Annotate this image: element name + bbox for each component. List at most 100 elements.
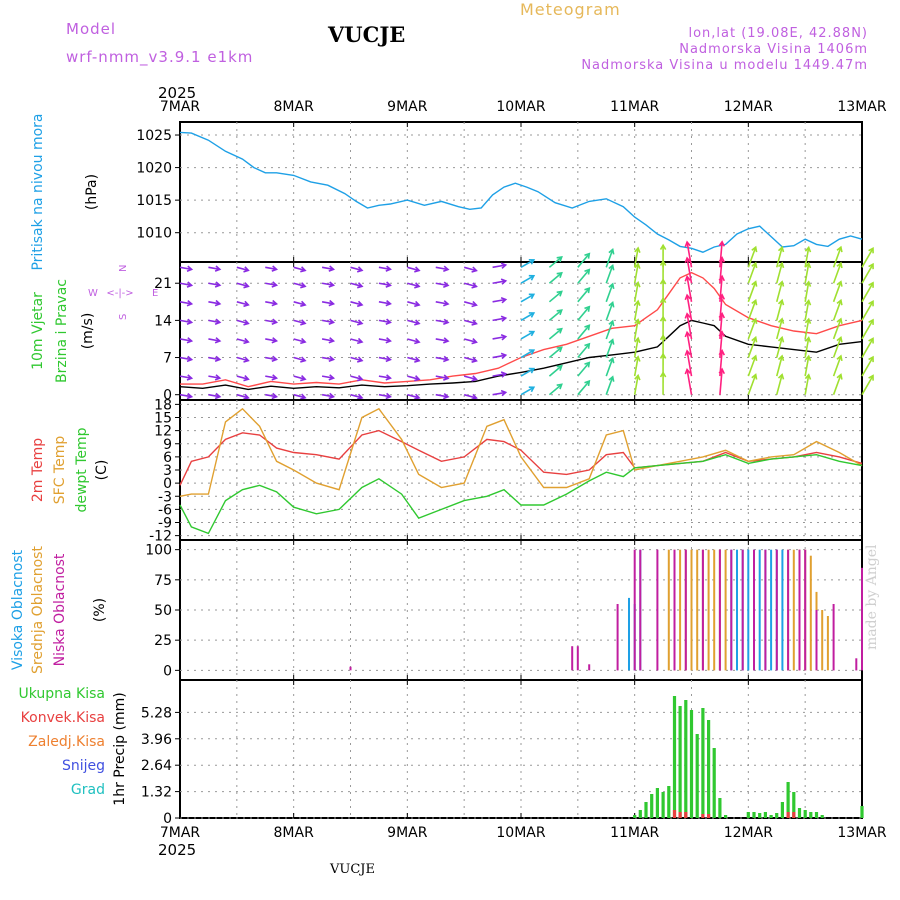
wind-arrow xyxy=(236,266,249,272)
bar-srednja-oblacnost xyxy=(809,555,812,671)
wind-arrow xyxy=(265,301,277,305)
bar-ukupna-kisa xyxy=(633,815,637,818)
bar-ukupna-kisa xyxy=(820,815,824,818)
wind-arrow-head xyxy=(751,317,758,324)
bar-visoka-oblacnost xyxy=(758,549,761,671)
wind-arrow xyxy=(208,266,220,271)
bar-ukupna-kisa xyxy=(695,734,699,818)
wind-arrow-head xyxy=(186,392,194,400)
wind-arrow-head xyxy=(385,392,392,400)
bar-niska-oblacnost xyxy=(787,549,790,671)
wind-arrow xyxy=(208,301,220,305)
wind-arrow-head xyxy=(356,375,364,382)
wind-arrow-head xyxy=(471,338,478,345)
wind-arrow-head xyxy=(751,245,758,253)
wind-arrow xyxy=(293,338,306,343)
compass-west: W xyxy=(88,288,98,299)
wind-arrow-head xyxy=(584,342,591,349)
wind-arrow-head xyxy=(471,300,478,308)
wind-arrow-head xyxy=(414,375,421,382)
wind-arrow xyxy=(492,354,506,359)
wind-arrow xyxy=(321,356,334,361)
wind-arrow xyxy=(861,300,874,321)
year-label-top: 2025 xyxy=(158,84,196,102)
wind-arrow xyxy=(747,374,757,395)
model-version: wrf-nmm_v3.9.1 e1km xyxy=(66,48,254,66)
wind-arrow-head xyxy=(471,356,478,363)
wind-arrow xyxy=(605,265,614,284)
bar-ukupna-kisa xyxy=(712,748,716,818)
wind-arrow-head xyxy=(471,375,478,382)
wind-arrow-head xyxy=(608,263,615,271)
wind-arrow xyxy=(208,282,220,286)
wind-arrow xyxy=(804,263,810,284)
wind-arrow xyxy=(236,301,249,306)
wind-arrow xyxy=(686,257,693,284)
wind-arrow-head xyxy=(356,300,364,308)
panel-ylabel: (%) xyxy=(92,598,108,622)
wind-arrow-head xyxy=(868,299,874,307)
wind-arrow-head xyxy=(328,374,336,381)
wind-arrow xyxy=(686,276,693,302)
wind-arrow xyxy=(804,318,810,340)
wind-arrow xyxy=(407,375,420,381)
wind-arrow-head xyxy=(414,319,421,326)
wind-arrow-head xyxy=(528,349,536,355)
compass-arrows: <-|-> xyxy=(106,288,133,299)
station-title: VUCJE xyxy=(328,22,406,47)
wind-arrow-head xyxy=(751,373,758,380)
wind-arrow-head xyxy=(836,298,843,306)
wind-arrow xyxy=(747,262,757,284)
wind-arrow xyxy=(605,339,614,358)
wind-arrow-head xyxy=(868,281,874,288)
wind-arrow xyxy=(321,282,334,286)
wind-arrow-head xyxy=(328,337,336,344)
wind-arrow xyxy=(861,319,874,340)
wind-arrow xyxy=(804,356,810,377)
wind-arrow-head xyxy=(751,335,758,343)
wind-arrow-head xyxy=(356,393,364,400)
wind-arrow-head xyxy=(443,337,450,344)
wind-arrow xyxy=(775,262,783,284)
wind-arrow-head xyxy=(608,248,615,255)
wind-arrow xyxy=(832,337,842,358)
bar-niska-oblacnost xyxy=(684,549,687,671)
wind-arrow-head xyxy=(684,330,691,338)
wind-arrow xyxy=(747,355,757,377)
wind-arrow-head xyxy=(214,281,222,288)
y-tick-label: 0 xyxy=(163,663,172,679)
bar-srednja-oblacnost xyxy=(792,549,795,671)
wind-arrow xyxy=(492,298,506,303)
wind-arrow xyxy=(179,356,192,361)
wind-arrow xyxy=(321,375,334,379)
wind-arrow xyxy=(605,358,614,377)
bar-niska-oblacnost xyxy=(753,549,755,671)
bar-konvek-kisa xyxy=(707,814,711,818)
wind-arrow xyxy=(686,313,693,340)
wind-arrow xyxy=(265,393,277,398)
wind-arrow xyxy=(463,282,477,288)
wind-arrow-head xyxy=(777,335,785,343)
bar-konvek-kisa xyxy=(786,812,790,818)
wind-arrow xyxy=(179,282,192,287)
wind-arrow xyxy=(463,375,477,381)
wind-arrow-head xyxy=(271,337,279,344)
y-tick-label: 3 xyxy=(163,463,172,479)
wind-arrow-head xyxy=(836,354,843,362)
model-altitude-label: Nadmorska Visina u modelu 1449.47m xyxy=(581,58,868,73)
wind-arrow xyxy=(719,331,723,358)
wind-arrow-head xyxy=(608,338,615,345)
wind-arrow xyxy=(804,281,810,302)
bar-niska-oblacnost xyxy=(861,567,863,671)
wind-arrow xyxy=(719,369,723,395)
y-tick-label: 3.96 xyxy=(141,732,172,748)
bar-konvek-kisa xyxy=(792,812,796,818)
wind-arrow-head xyxy=(528,367,536,374)
time-tick-label-top: 10MAR xyxy=(496,99,545,115)
bar-srednja-oblacnost xyxy=(667,549,670,671)
wind-arrow xyxy=(435,338,449,342)
y-tick-label: -3 xyxy=(158,489,172,505)
wind-arrow xyxy=(520,349,535,359)
wind-arrow-head xyxy=(777,261,785,269)
